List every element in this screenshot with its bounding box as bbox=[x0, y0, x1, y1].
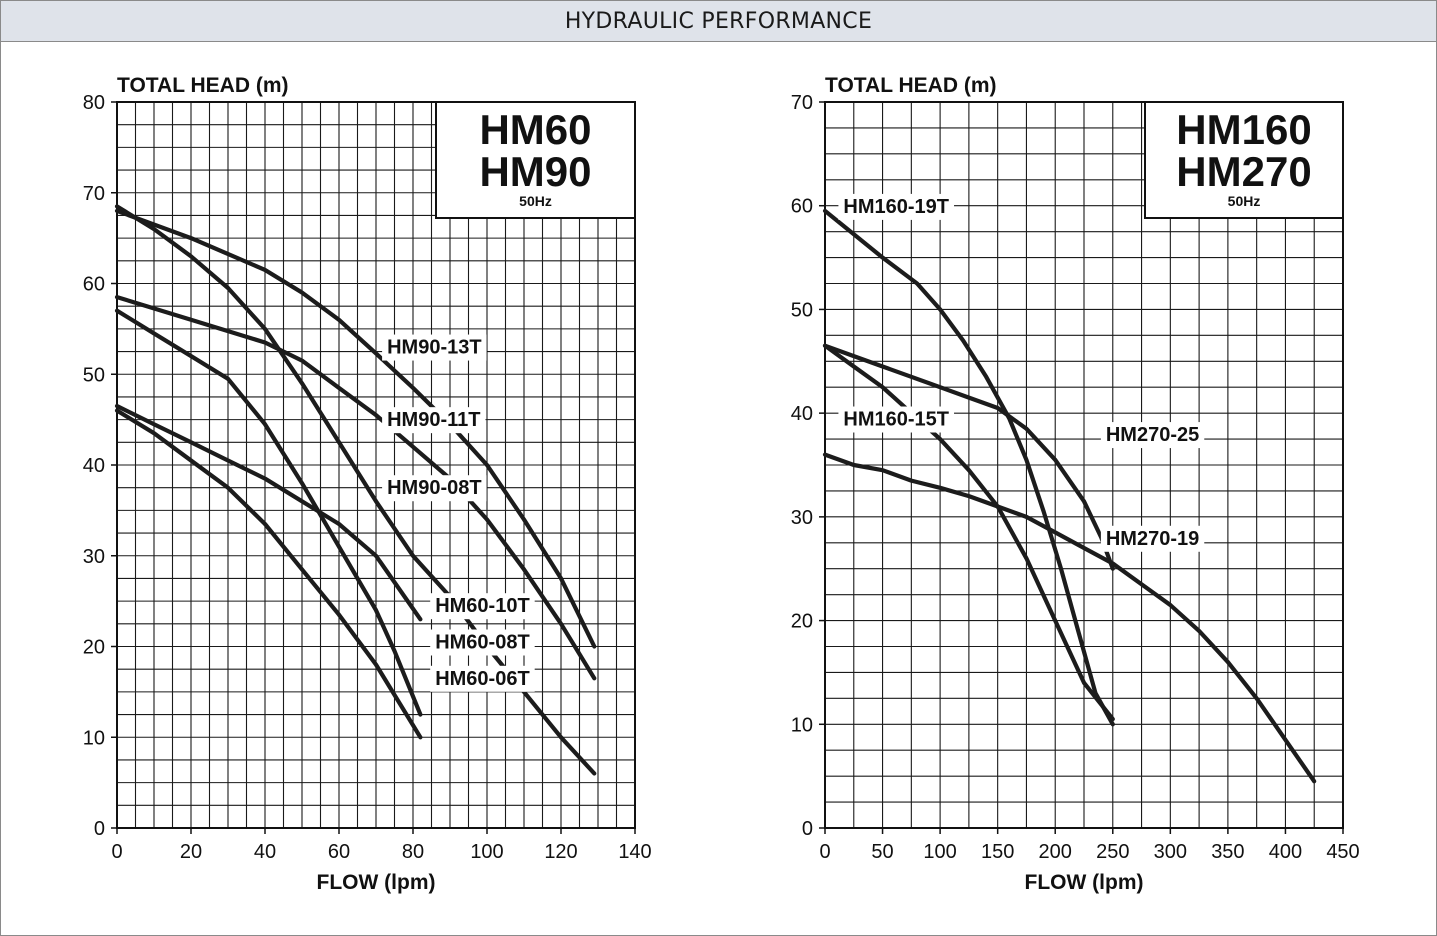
x-tick-label: 50 bbox=[871, 841, 893, 863]
model-title-line: HM160 bbox=[1176, 106, 1311, 153]
x-tick-label: 200 bbox=[1039, 841, 1072, 863]
x-tick-label: 100 bbox=[470, 841, 503, 863]
y-tick-label: 50 bbox=[791, 299, 813, 321]
plot-border bbox=[824, 101, 1344, 829]
x-tick-label: 100 bbox=[923, 841, 956, 863]
x-tick-label: 450 bbox=[1326, 841, 1359, 863]
x-tick-label: 0 bbox=[819, 841, 830, 863]
series-label-group: HM60-06T bbox=[430, 665, 535, 692]
y-tick-label: 20 bbox=[83, 637, 105, 659]
y-tick-label: 0 bbox=[94, 818, 105, 840]
series-line-hm160-15t bbox=[822, 343, 1115, 571]
y-tick-label: 50 bbox=[83, 364, 105, 386]
series-label-hm90-11t: HM90-11T bbox=[387, 409, 480, 431]
series-label-hm160-15t: HM160-15T bbox=[843, 409, 949, 431]
series-label-group: HM160-15T bbox=[838, 406, 955, 433]
x-tick-label: 120 bbox=[544, 841, 577, 863]
series-label-group: HM160-19T bbox=[838, 193, 955, 220]
model-title-line: HM60 bbox=[479, 106, 591, 153]
model-title-line: HM90 bbox=[479, 148, 591, 195]
y-tick-label: 30 bbox=[83, 546, 105, 568]
y-tick-label: 20 bbox=[791, 611, 813, 633]
y-tick-label: 40 bbox=[83, 455, 105, 477]
x-tick-label: 350 bbox=[1211, 841, 1244, 863]
y-tick-label: 80 bbox=[83, 92, 105, 114]
x-tick-label: 80 bbox=[402, 841, 424, 863]
series-line-hm270-19 bbox=[822, 452, 1317, 784]
series-label-background bbox=[382, 475, 487, 502]
series-label-background bbox=[1100, 525, 1205, 552]
series-label-hm60-08t: HM60-08T bbox=[435, 632, 529, 654]
x-tick-label: 150 bbox=[981, 841, 1014, 863]
series-label-hm270-19: HM270-19 bbox=[1106, 528, 1199, 550]
y-tick-label: 10 bbox=[791, 714, 813, 736]
series-label-hm90-08t: HM90-08T bbox=[387, 477, 481, 499]
series-line-hm270-25 bbox=[822, 343, 1115, 722]
model-title-box bbox=[1144, 101, 1344, 219]
model-title-box bbox=[435, 101, 636, 219]
y-axis-label: TOTAL HEAD (m) bbox=[825, 74, 997, 97]
y-tick-label: 0 bbox=[802, 818, 813, 840]
series-label-hm270-25: HM270-25 bbox=[1106, 424, 1199, 446]
series-label-group: HM270-25 bbox=[1100, 422, 1205, 449]
x-tick-label: 60 bbox=[328, 841, 350, 863]
series-label-group: HM60-10T bbox=[430, 593, 535, 620]
series-label-background bbox=[838, 406, 955, 433]
x-tick-label: 40 bbox=[254, 841, 276, 863]
series-line-hm60-10t bbox=[114, 308, 423, 717]
x-axis-label: FLOW (lpm) bbox=[1025, 871, 1144, 894]
series-line-hm60-06t bbox=[114, 408, 423, 740]
series-label-group: HM60-08T bbox=[430, 629, 535, 656]
y-tick-label: 70 bbox=[791, 92, 813, 114]
page-title: HYDRAULIC PERFORMANCE bbox=[1, 1, 1436, 42]
series-label-group: HM90-08T bbox=[382, 475, 487, 502]
series-line-hm60-08t bbox=[114, 403, 423, 622]
model-title-line: HM270 bbox=[1176, 148, 1311, 195]
series-label-background bbox=[1100, 422, 1205, 449]
y-tick-label: 10 bbox=[83, 727, 105, 749]
series-label-group: HM90-11T bbox=[382, 407, 486, 434]
x-tick-label: 0 bbox=[111, 841, 122, 863]
x-tick-label: 400 bbox=[1269, 841, 1302, 863]
series-label-background bbox=[382, 334, 487, 361]
series-label-background bbox=[838, 193, 955, 220]
series-label-group: HM270-19 bbox=[1100, 525, 1205, 552]
x-tick-label: 250 bbox=[1096, 841, 1129, 863]
series-label-background bbox=[430, 665, 535, 692]
x-tick-label: 140 bbox=[618, 841, 651, 863]
y-tick-label: 60 bbox=[791, 196, 813, 218]
y-axis-label: TOTAL HEAD (m) bbox=[117, 74, 289, 97]
series-label-hm60-10t: HM60-10T bbox=[435, 595, 529, 617]
frequency-label: 50Hz bbox=[1228, 193, 1261, 209]
series-label-background bbox=[382, 407, 486, 434]
x-tick-label: 300 bbox=[1154, 841, 1187, 863]
y-tick-label: 30 bbox=[791, 507, 813, 529]
y-tick-label: 70 bbox=[83, 183, 105, 205]
x-axis-label: FLOW (lpm) bbox=[317, 871, 436, 894]
series-label-group: HM90-13T bbox=[382, 334, 487, 361]
series-line-hm90-13t bbox=[114, 208, 597, 649]
series-label-background bbox=[430, 593, 535, 620]
y-tick-label: 40 bbox=[791, 403, 813, 425]
frequency-label: 50Hz bbox=[519, 193, 552, 209]
series-label-background bbox=[430, 629, 535, 656]
y-tick-label: 60 bbox=[83, 274, 105, 296]
series-label-hm60-06t: HM60-06T bbox=[435, 668, 529, 690]
series-label-hm160-19t: HM160-19T bbox=[843, 196, 949, 218]
series-label-hm90-13t: HM90-13T bbox=[387, 337, 481, 359]
x-tick-label: 20 bbox=[180, 841, 202, 863]
